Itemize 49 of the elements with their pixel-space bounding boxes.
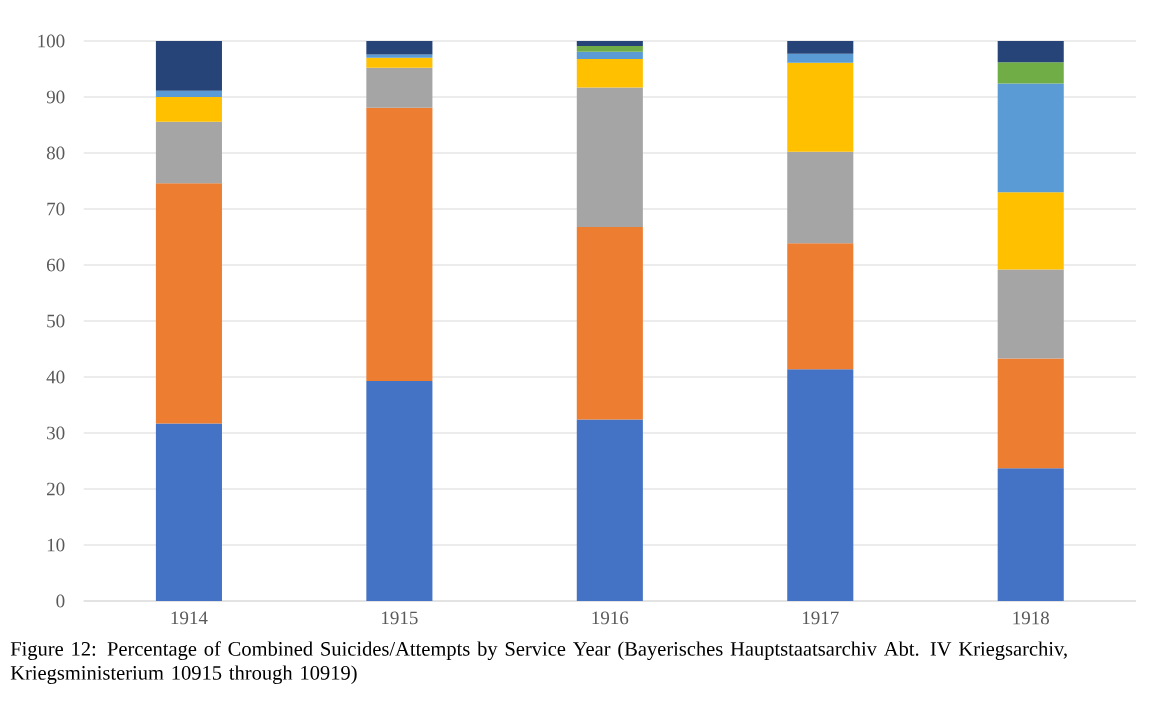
x-tick-label: 1914 xyxy=(171,611,208,625)
x-tick-label: 1916 xyxy=(592,611,629,625)
bar xyxy=(787,243,854,370)
y-tick-label: 0 xyxy=(56,594,65,608)
y-tick-label: 60 xyxy=(46,258,65,272)
bar xyxy=(997,83,1064,193)
bar xyxy=(997,269,1064,359)
bar xyxy=(997,358,1064,469)
x-tick-label: 1918 xyxy=(1013,611,1049,625)
bar xyxy=(997,40,1064,63)
bar xyxy=(787,53,854,63)
bar xyxy=(787,369,854,601)
y-tick-label: 100 xyxy=(38,34,65,48)
bar xyxy=(155,423,222,601)
bar xyxy=(787,62,854,152)
bar xyxy=(366,67,433,108)
bar xyxy=(155,90,222,97)
bar xyxy=(366,57,433,68)
y-tick-label: 90 xyxy=(46,90,65,104)
bar xyxy=(576,419,643,601)
bar xyxy=(155,183,222,424)
caption: Figure 12: Percentage of Combined Suicides/Attempts by Service Year (Bayerisches Hauptstaatsarchiv Abt. IV Kriegsarchiv, Kriegsministerium 10915 through 10919) xyxy=(10,641,1067,685)
y-tick-label: 20 xyxy=(47,482,65,496)
bar xyxy=(155,96,222,122)
y-tick-label: 80 xyxy=(46,146,65,160)
bar xyxy=(997,468,1064,601)
bar xyxy=(787,151,854,244)
y-tick-label: 50 xyxy=(47,314,65,328)
bar xyxy=(576,226,643,420)
y-tick-label: 70 xyxy=(47,202,65,216)
bar xyxy=(366,107,433,381)
bar xyxy=(576,87,643,227)
bar xyxy=(997,192,1064,270)
bar xyxy=(155,121,222,184)
bar xyxy=(366,54,433,58)
y-tick-label: 40 xyxy=(46,370,65,384)
bar xyxy=(366,380,433,601)
bar xyxy=(576,58,643,88)
bar xyxy=(576,46,643,52)
y-tick-label: 30 xyxy=(47,426,65,440)
y-tick-label: 10 xyxy=(47,538,65,552)
bar xyxy=(576,40,643,47)
bar xyxy=(997,62,1064,84)
bar xyxy=(155,40,222,91)
bar xyxy=(366,40,433,55)
x-tick-label: 1917 xyxy=(802,611,839,625)
x-tick-label: 1915 xyxy=(382,611,418,625)
bar xyxy=(576,51,643,59)
bar xyxy=(787,40,854,54)
